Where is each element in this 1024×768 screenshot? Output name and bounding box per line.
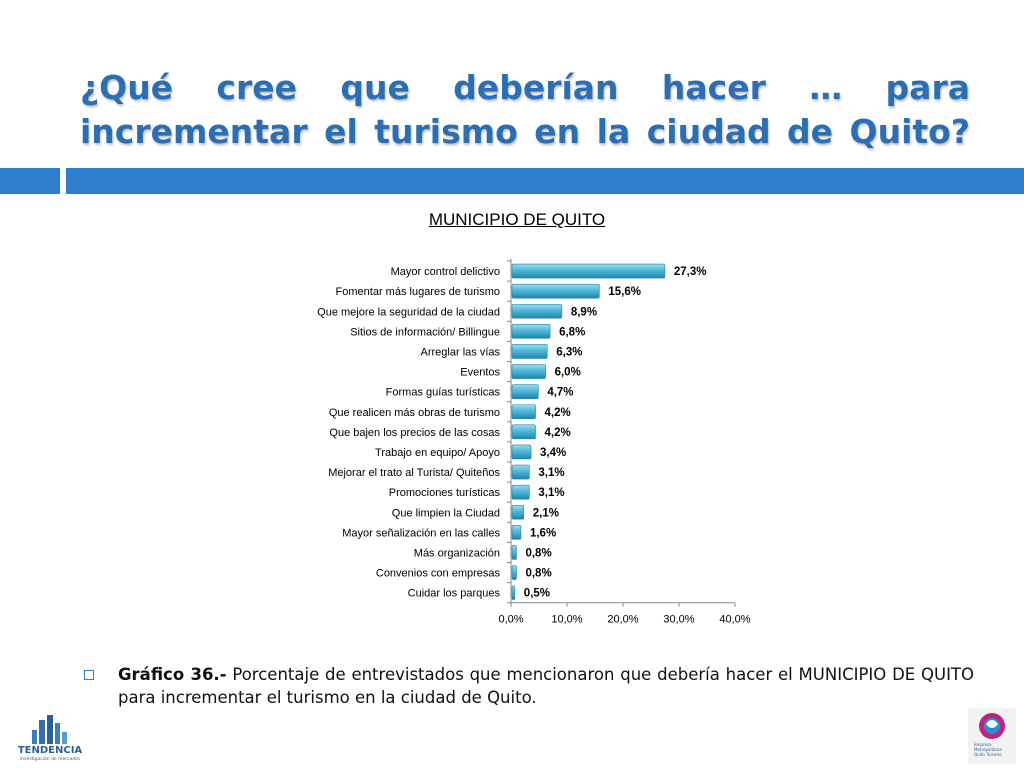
data-label: 6,8% (559, 326, 585, 338)
bar (511, 545, 517, 560)
category-label: Promociones turísticas (389, 487, 501, 499)
data-label: 6,3% (556, 346, 582, 358)
bar (511, 525, 522, 540)
data-label: 27,3% (674, 266, 707, 278)
category-label: Fomentar más lugares de turismo (336, 286, 500, 298)
bullet-icon (84, 670, 94, 680)
x-tick-label: 10,0% (551, 614, 582, 626)
data-label: 6,0% (555, 367, 581, 379)
chart-caption: Gráfico 36.- Porcentaje de entrevistados… (118, 663, 974, 709)
data-label: 4,2% (545, 427, 571, 439)
category-label: Trabajo en equipo/ Apoyo (375, 447, 500, 459)
category-label: Sitios de información/ Billingue (350, 326, 500, 338)
bar (511, 364, 546, 379)
data-label: 4,7% (547, 387, 573, 399)
caption-text: Porcentaje de entrevistados que menciona… (118, 665, 974, 707)
bar (511, 444, 532, 460)
logo-left-subtext: investigación de mercados (20, 755, 81, 762)
category-label: Eventos (460, 367, 500, 379)
category-label: Que mejore la seguridad de la ciudad (317, 306, 500, 318)
data-label: 2,1% (533, 507, 559, 519)
x-tick-label: 20,0% (607, 614, 638, 626)
category-label: Que bajen los precios de las cosas (329, 427, 500, 439)
category-label: Mayor control delictivo (391, 266, 500, 278)
logo-left-text: TENDENCIA (18, 745, 83, 756)
data-label: 4,2% (545, 407, 571, 419)
bar (511, 565, 517, 580)
x-tick-label: 40,0% (719, 614, 750, 626)
category-label: Que limpien la Ciudad (392, 507, 500, 519)
data-label: 1,6% (530, 527, 556, 539)
category-label: Más organización (414, 547, 500, 559)
slide-title: ¿Qué cree que deberían hacer … para incr… (80, 68, 970, 151)
bar (511, 283, 600, 299)
data-label: 3,1% (538, 467, 564, 479)
chart-title: MUNICIPIO DE QUITO (428, 210, 606, 229)
data-label: 0,8% (525, 547, 551, 559)
bar (511, 464, 530, 480)
tendencia-logo: TENDENCIA investigación de mercados (18, 715, 83, 762)
bar (511, 344, 548, 359)
bar (511, 263, 666, 279)
data-label: 0,8% (525, 568, 551, 580)
quito-turismo-logo: Empresa Metropolitana Quito Turismo (968, 708, 1016, 764)
bar (511, 424, 536, 440)
data-label: 3,1% (538, 487, 564, 499)
category-label: Mejorar el trato al Turista/ Quiteños (328, 467, 500, 479)
bar (511, 324, 551, 339)
x-tick-label: 0,0% (498, 614, 523, 626)
bar-chart: Mayor control delictivo 27,3% Fomentar más… (317, 259, 751, 626)
header-accent-bar-left (0, 168, 60, 194)
x-tick-label: 30,0% (663, 614, 694, 626)
data-label: 8,9% (571, 306, 597, 318)
logo-right-text-3: Quito Turismo (974, 752, 1002, 757)
category-label: Cuidar los parques (408, 588, 501, 600)
bar (511, 504, 525, 520)
category-label: Formas guías turísticas (386, 387, 501, 399)
header-accent-bar (66, 168, 1024, 194)
bar (511, 384, 539, 399)
category-label: Que realicen más obras de turismo (329, 407, 500, 419)
data-label: 3,4% (540, 447, 566, 459)
bar (511, 404, 536, 420)
bar (511, 303, 563, 319)
category-label: Mayor señalización en las calles (342, 527, 500, 539)
caption-label: Gráfico 36.- (118, 665, 227, 684)
data-label: 15,6% (608, 286, 641, 298)
data-label: 0,5% (524, 588, 550, 600)
category-label: Convenios con empresas (376, 568, 501, 580)
category-label: Arreglar las vías (421, 346, 501, 358)
logo-right-text-1: Empresa (974, 742, 992, 747)
bar (511, 484, 530, 500)
logo-right-text-2: Metropolitana (974, 747, 1002, 752)
bar (511, 585, 516, 600)
